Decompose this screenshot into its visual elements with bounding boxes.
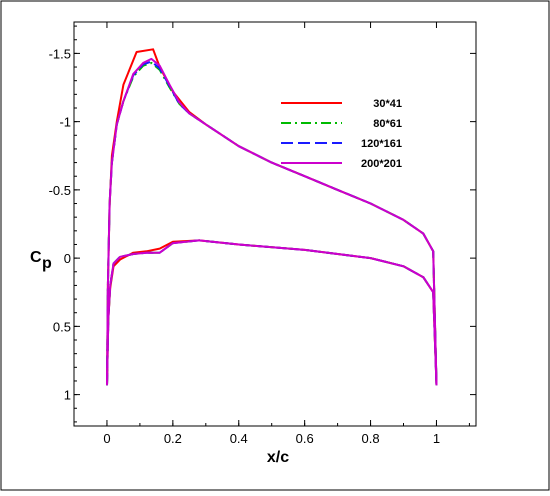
y-tick-label: 0 xyxy=(64,251,71,266)
y-tick-label: -1 xyxy=(59,115,71,130)
legend-label: 30*41 xyxy=(373,98,402,110)
y-axis-title-subscript: p xyxy=(42,255,52,272)
x-tick-label: 0 xyxy=(103,431,110,446)
plot-frame xyxy=(73,21,477,427)
legend-label: 120*161 xyxy=(361,138,402,150)
series-layer xyxy=(106,48,438,386)
x-tick-label: 0.6 xyxy=(296,431,314,446)
y-axis-title: C xyxy=(30,249,42,266)
y-axis: -1.5 -1 -0.5 0 0.5 1 xyxy=(49,25,476,423)
y-tick-label: 1 xyxy=(64,388,71,403)
series-line-200x201-upper xyxy=(106,57,438,386)
y-tick-label: 0.5 xyxy=(53,319,71,334)
legend: 30*41 80*61 120*161 200*201 xyxy=(281,98,402,170)
x-axis-title: x/c xyxy=(267,449,289,466)
y-tick-label: -1.5 xyxy=(49,46,71,61)
y-tick-label: -0.5 xyxy=(49,183,71,198)
x-axis: 0 0.2 0.4 0.6 0.8 1 xyxy=(73,22,470,446)
legend-label: 200*201 xyxy=(361,158,402,170)
x-tick-label: 1 xyxy=(433,431,440,446)
series-line-200x201-lower xyxy=(106,239,438,386)
x-tick-label: 0.2 xyxy=(164,431,182,446)
plot-area-border xyxy=(73,21,477,427)
x-tick-label: 0.8 xyxy=(362,431,380,446)
x-tick-label: 0.4 xyxy=(230,431,248,446)
legend-label: 80*61 xyxy=(373,118,402,130)
